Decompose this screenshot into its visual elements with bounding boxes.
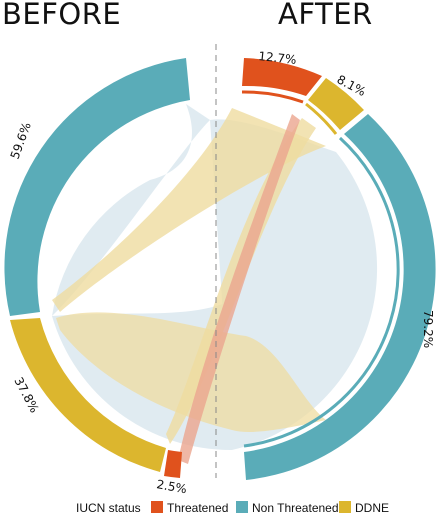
track-after-non-threatened	[243, 136, 400, 448]
arc-after-ddne	[308, 78, 364, 130]
legend-swatch-ddne	[339, 501, 351, 513]
track-after-threatened	[241, 90, 304, 104]
arc-before-ddne	[10, 318, 166, 472]
legend-title: IUCN status	[76, 501, 141, 515]
arc-after-threatened	[242, 58, 322, 96]
segment-arcs	[4, 58, 436, 480]
legend-label-ddne: DDNE	[355, 501, 389, 515]
legend: IUCN status Threatened Non Threatened DD…	[76, 501, 389, 515]
label-after-non-threatened: 79.2%	[421, 310, 435, 348]
ribbon-group	[52, 104, 378, 464]
inner-tracks	[241, 90, 400, 448]
legend-swatch-threatened	[151, 501, 163, 513]
legend-swatch-non-threatened	[236, 501, 248, 513]
after-title: AFTER	[278, 0, 373, 31]
arc-before-non-threatened	[4, 58, 191, 316]
ribbon-threatened-to-threatened	[178, 114, 300, 464]
label-before-threatened: 2.5%	[155, 477, 187, 496]
legend-label-threatened: Threatened	[167, 501, 228, 515]
arc-before-threatened	[164, 450, 182, 478]
label-after-threatened: 12.7%	[258, 49, 297, 67]
arc-after-non-threatened	[244, 114, 436, 480]
label-before-non-threatened: 59.6%	[8, 120, 34, 161]
before-title: BEFORE	[2, 0, 121, 31]
track-after-ddne	[305, 102, 338, 135]
ribbon-nonthreatened-to-ddne	[52, 108, 326, 312]
legend-label-non-threatened: Non Threatened	[252, 501, 339, 515]
